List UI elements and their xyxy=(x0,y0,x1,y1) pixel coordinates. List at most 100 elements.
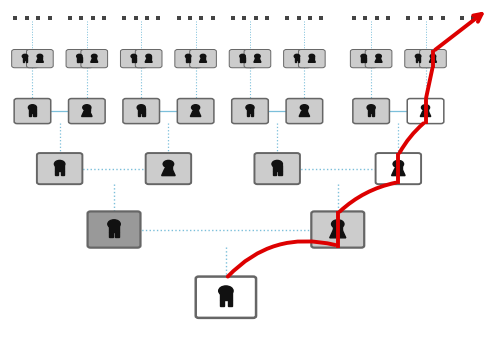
FancyBboxPatch shape xyxy=(368,113,370,116)
Polygon shape xyxy=(375,59,382,62)
FancyBboxPatch shape xyxy=(136,50,162,68)
Polygon shape xyxy=(330,230,346,238)
FancyBboxPatch shape xyxy=(77,60,79,62)
FancyBboxPatch shape xyxy=(80,60,82,62)
FancyBboxPatch shape xyxy=(66,50,93,68)
FancyBboxPatch shape xyxy=(116,232,119,237)
FancyBboxPatch shape xyxy=(229,50,256,68)
FancyBboxPatch shape xyxy=(416,56,420,60)
FancyBboxPatch shape xyxy=(431,56,435,59)
FancyBboxPatch shape xyxy=(88,212,141,248)
FancyBboxPatch shape xyxy=(407,99,444,123)
FancyBboxPatch shape xyxy=(92,56,96,59)
FancyBboxPatch shape xyxy=(246,108,254,113)
FancyBboxPatch shape xyxy=(201,56,205,59)
FancyBboxPatch shape xyxy=(376,56,380,59)
Circle shape xyxy=(200,54,206,58)
FancyBboxPatch shape xyxy=(14,99,51,123)
Polygon shape xyxy=(82,111,92,117)
FancyBboxPatch shape xyxy=(164,164,172,169)
FancyBboxPatch shape xyxy=(29,113,32,116)
FancyBboxPatch shape xyxy=(56,165,64,171)
FancyBboxPatch shape xyxy=(146,153,191,184)
FancyBboxPatch shape xyxy=(29,108,36,113)
FancyBboxPatch shape xyxy=(142,113,144,116)
FancyBboxPatch shape xyxy=(420,50,446,68)
FancyBboxPatch shape xyxy=(138,108,144,113)
Polygon shape xyxy=(190,111,201,117)
Polygon shape xyxy=(90,59,98,62)
FancyBboxPatch shape xyxy=(123,99,160,123)
Circle shape xyxy=(76,54,82,58)
FancyBboxPatch shape xyxy=(132,56,136,60)
FancyBboxPatch shape xyxy=(186,56,190,60)
Circle shape xyxy=(146,54,152,58)
Circle shape xyxy=(92,54,97,58)
Circle shape xyxy=(393,160,404,168)
FancyBboxPatch shape xyxy=(186,60,188,62)
FancyBboxPatch shape xyxy=(244,50,271,68)
FancyBboxPatch shape xyxy=(312,212,364,248)
FancyBboxPatch shape xyxy=(146,56,150,59)
FancyBboxPatch shape xyxy=(273,171,276,175)
Polygon shape xyxy=(162,169,175,175)
FancyBboxPatch shape xyxy=(278,171,281,175)
FancyBboxPatch shape xyxy=(273,165,281,171)
FancyBboxPatch shape xyxy=(350,50,377,68)
Polygon shape xyxy=(420,111,431,117)
FancyBboxPatch shape xyxy=(190,50,216,68)
FancyBboxPatch shape xyxy=(416,60,418,62)
FancyBboxPatch shape xyxy=(243,60,245,62)
FancyBboxPatch shape xyxy=(189,60,190,62)
FancyBboxPatch shape xyxy=(246,113,249,116)
FancyBboxPatch shape xyxy=(240,56,245,60)
Circle shape xyxy=(163,160,173,168)
FancyBboxPatch shape xyxy=(376,153,421,184)
Circle shape xyxy=(22,54,28,58)
Circle shape xyxy=(137,105,145,110)
FancyBboxPatch shape xyxy=(34,113,36,116)
Polygon shape xyxy=(308,59,316,62)
Circle shape xyxy=(246,105,254,110)
FancyBboxPatch shape xyxy=(394,164,402,169)
Circle shape xyxy=(37,54,43,58)
Circle shape xyxy=(186,54,191,58)
Circle shape xyxy=(54,160,65,168)
FancyBboxPatch shape xyxy=(109,232,112,237)
Circle shape xyxy=(83,105,91,110)
FancyBboxPatch shape xyxy=(353,99,390,123)
Circle shape xyxy=(240,54,246,58)
Polygon shape xyxy=(145,59,152,62)
FancyBboxPatch shape xyxy=(294,56,299,60)
FancyBboxPatch shape xyxy=(365,50,392,68)
FancyBboxPatch shape xyxy=(68,99,105,123)
Circle shape xyxy=(192,105,200,110)
FancyBboxPatch shape xyxy=(77,56,82,60)
FancyBboxPatch shape xyxy=(310,56,314,59)
Polygon shape xyxy=(36,59,44,62)
FancyBboxPatch shape xyxy=(240,60,242,62)
Circle shape xyxy=(272,160,282,168)
Polygon shape xyxy=(430,59,436,62)
FancyBboxPatch shape xyxy=(302,108,308,111)
FancyBboxPatch shape xyxy=(26,60,28,62)
FancyBboxPatch shape xyxy=(26,50,53,68)
FancyBboxPatch shape xyxy=(192,108,198,111)
FancyBboxPatch shape xyxy=(61,171,64,175)
FancyBboxPatch shape xyxy=(298,50,325,68)
FancyBboxPatch shape xyxy=(405,50,431,68)
FancyBboxPatch shape xyxy=(138,113,140,116)
Polygon shape xyxy=(200,59,206,62)
Circle shape xyxy=(28,105,36,110)
Circle shape xyxy=(332,220,344,228)
FancyBboxPatch shape xyxy=(12,50,38,68)
Circle shape xyxy=(367,105,375,110)
FancyBboxPatch shape xyxy=(284,50,310,68)
FancyBboxPatch shape xyxy=(298,60,299,62)
FancyBboxPatch shape xyxy=(419,60,420,62)
FancyBboxPatch shape xyxy=(232,99,268,123)
FancyBboxPatch shape xyxy=(368,108,374,113)
Circle shape xyxy=(294,54,300,58)
Circle shape xyxy=(430,54,436,58)
Circle shape xyxy=(218,286,233,296)
